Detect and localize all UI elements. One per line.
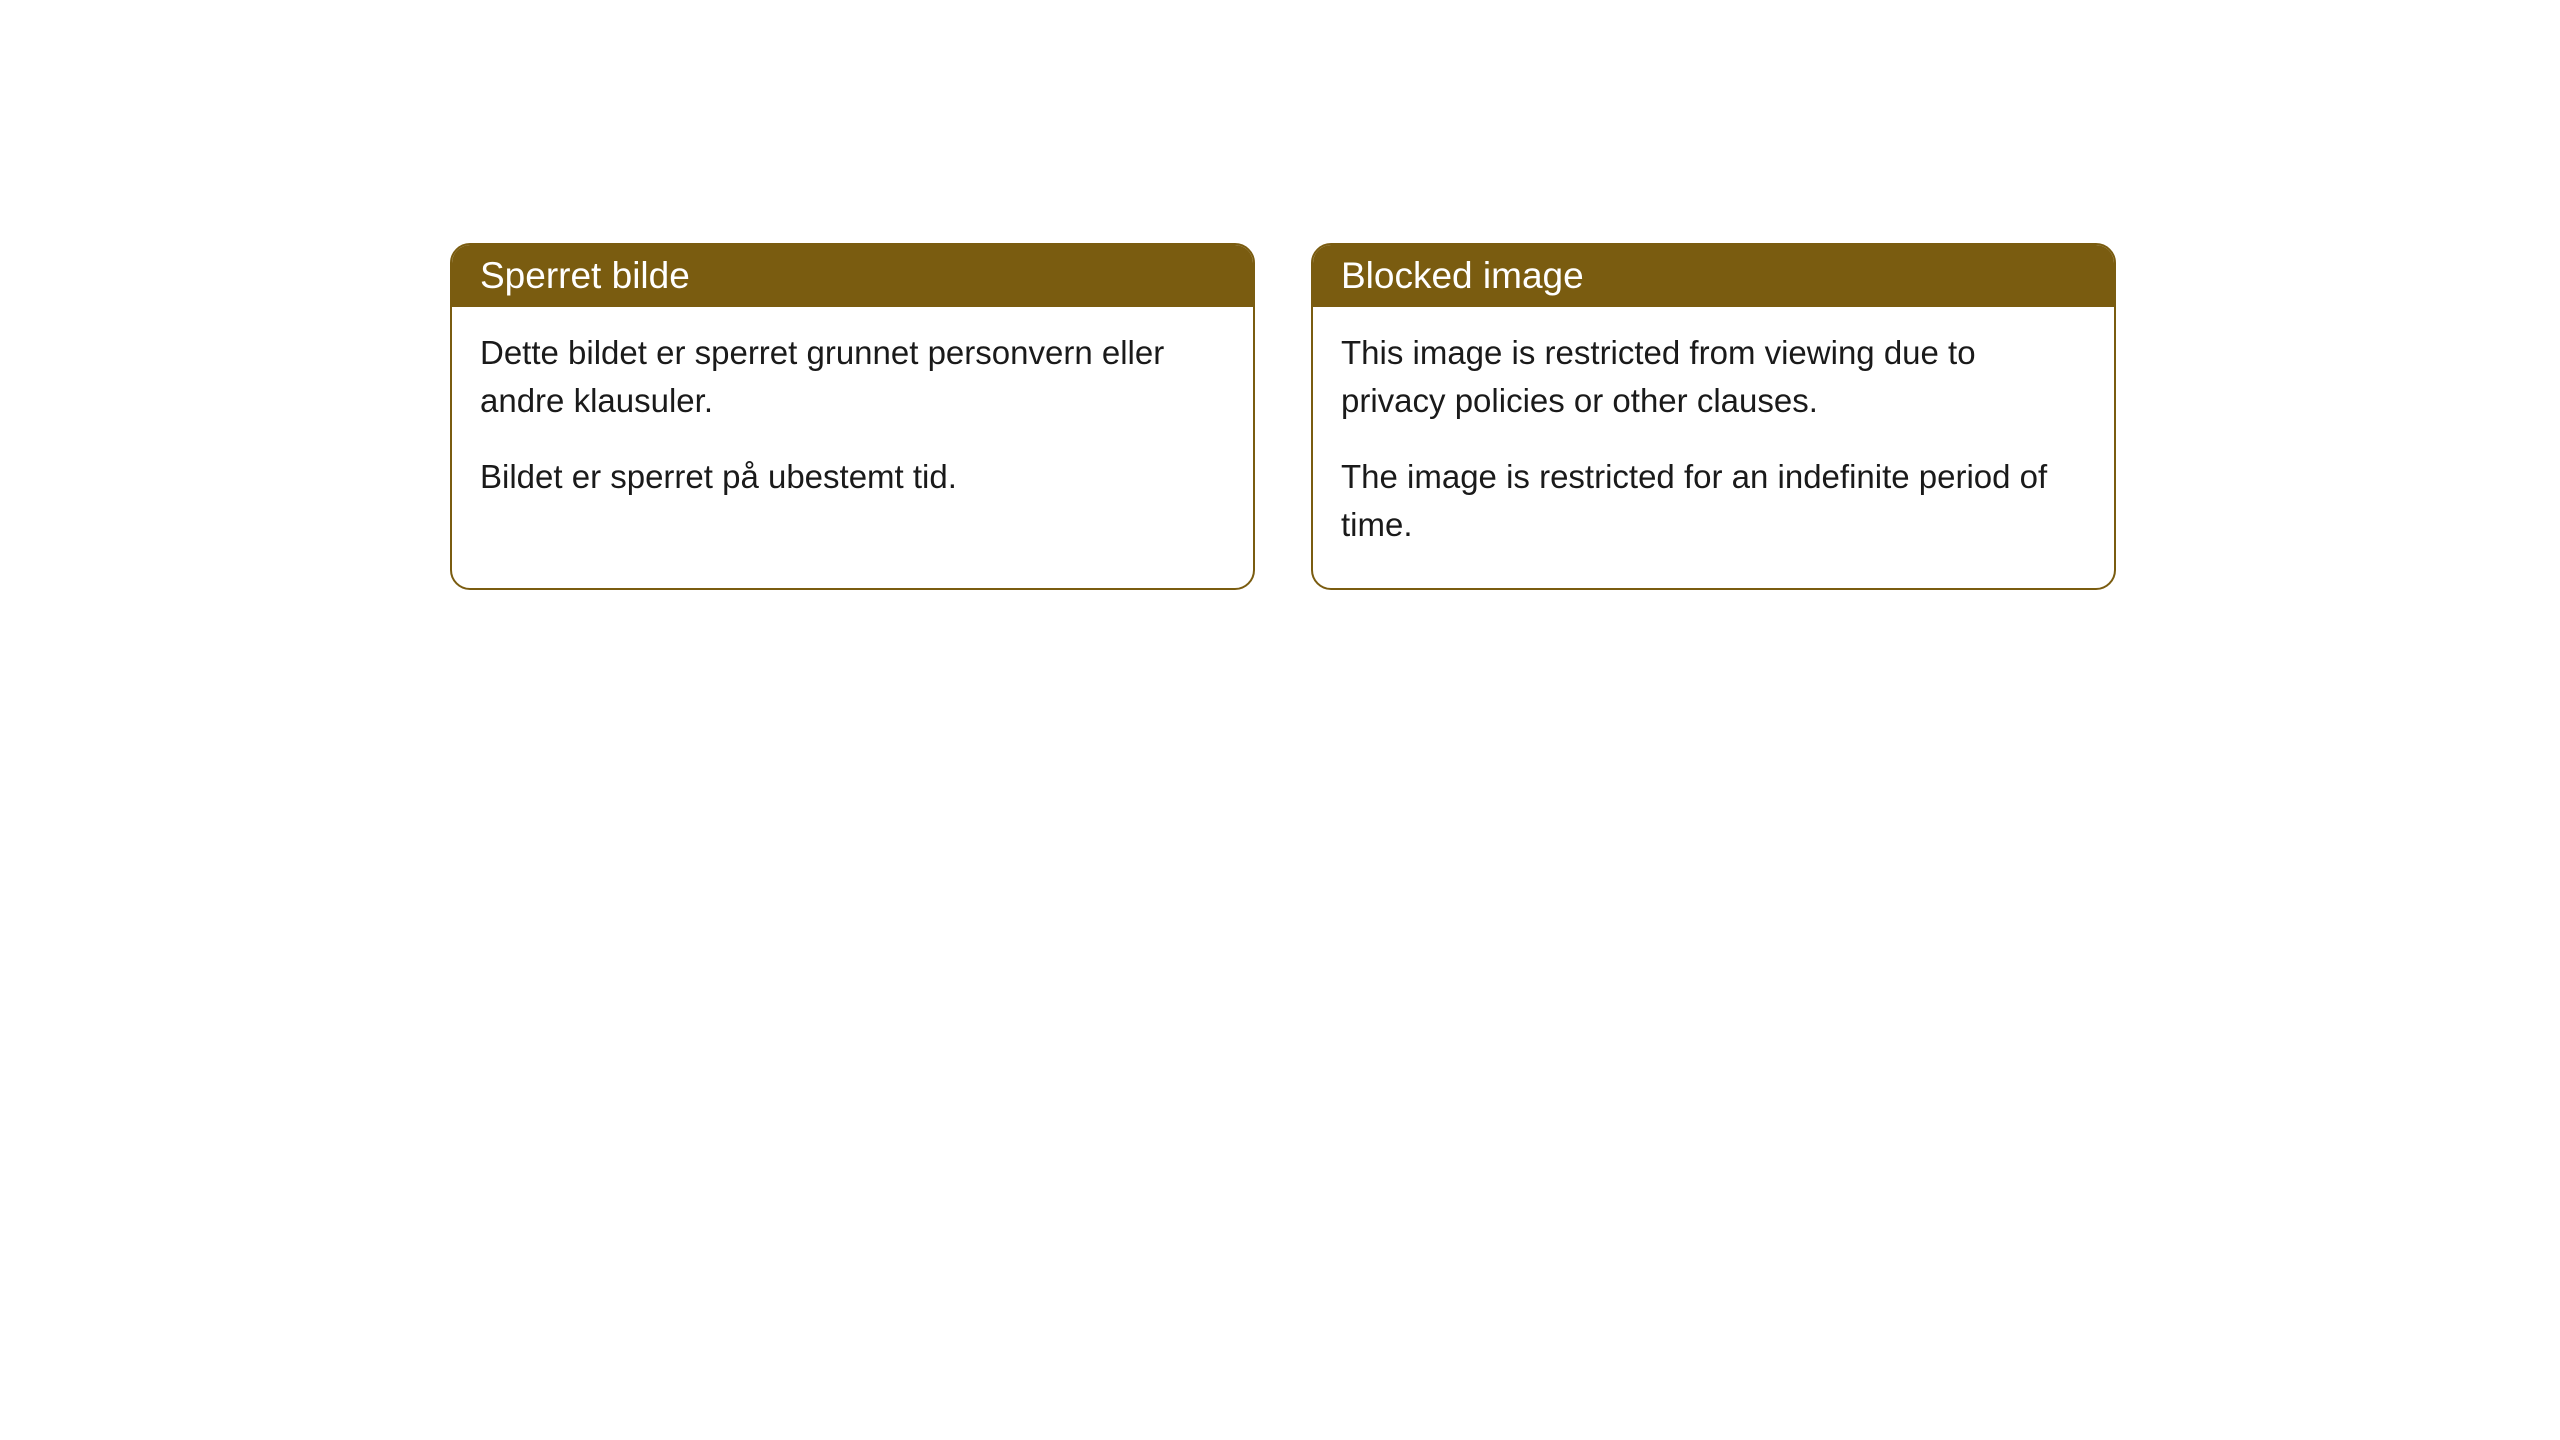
card-title-en: Blocked image [1341,255,1584,296]
card-text-en-2: The image is restricted for an indefinit… [1341,453,2086,549]
notice-cards-container: Sperret bilde Dette bildet er sperret gr… [450,243,2116,590]
card-text-no-2: Bildet er sperret på ubestemt tid. [480,453,1225,501]
card-body-no: Dette bildet er sperret grunnet personve… [452,307,1253,541]
card-header-no: Sperret bilde [452,245,1253,307]
card-text-no-1: Dette bildet er sperret grunnet personve… [480,329,1225,425]
card-title-no: Sperret bilde [480,255,690,296]
blocked-image-card-en: Blocked image This image is restricted f… [1311,243,2116,590]
card-body-en: This image is restricted from viewing du… [1313,307,2114,588]
blocked-image-card-no: Sperret bilde Dette bildet er sperret gr… [450,243,1255,590]
card-text-en-1: This image is restricted from viewing du… [1341,329,2086,425]
card-header-en: Blocked image [1313,245,2114,307]
